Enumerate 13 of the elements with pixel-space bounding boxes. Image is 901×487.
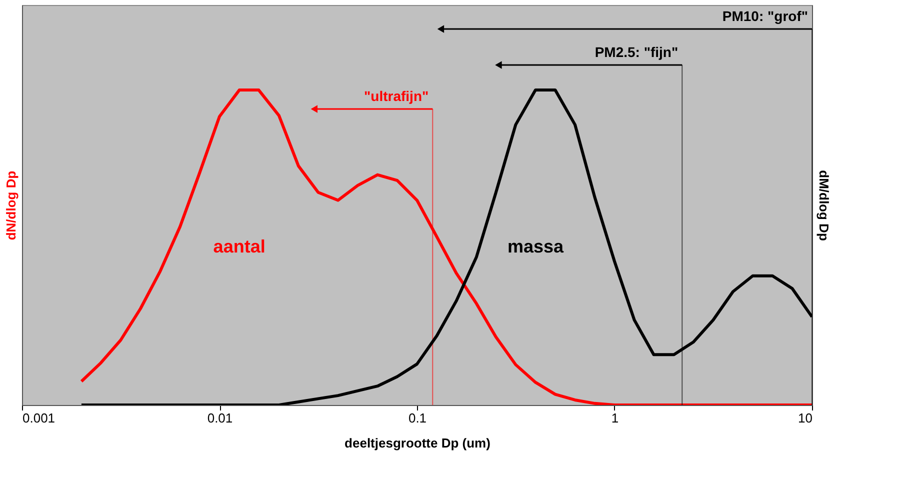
ref-line-label: PM2.5: "fijn": [594, 44, 678, 60]
x-tick-label: 0.001: [22, 410, 56, 426]
ref-line-label: "ultrafijn": [364, 88, 429, 104]
series-label: massa: [507, 236, 564, 257]
x-axis-title: deeltjesgrootte Dp (um): [344, 436, 490, 450]
x-tick-label: 1: [611, 410, 619, 426]
series-label: aantal: [213, 236, 266, 257]
ref-line-label: PM10: "grof": [722, 8, 808, 24]
y2-axis-title: dM/dlog Dp: [816, 170, 832, 241]
x-tick-label: 0.01: [207, 410, 233, 426]
x-tick-label: 10: [798, 410, 812, 426]
y-axis-title: dN/dlog Dp: [4, 170, 18, 240]
x-tick-label: 0.1: [408, 410, 427, 426]
